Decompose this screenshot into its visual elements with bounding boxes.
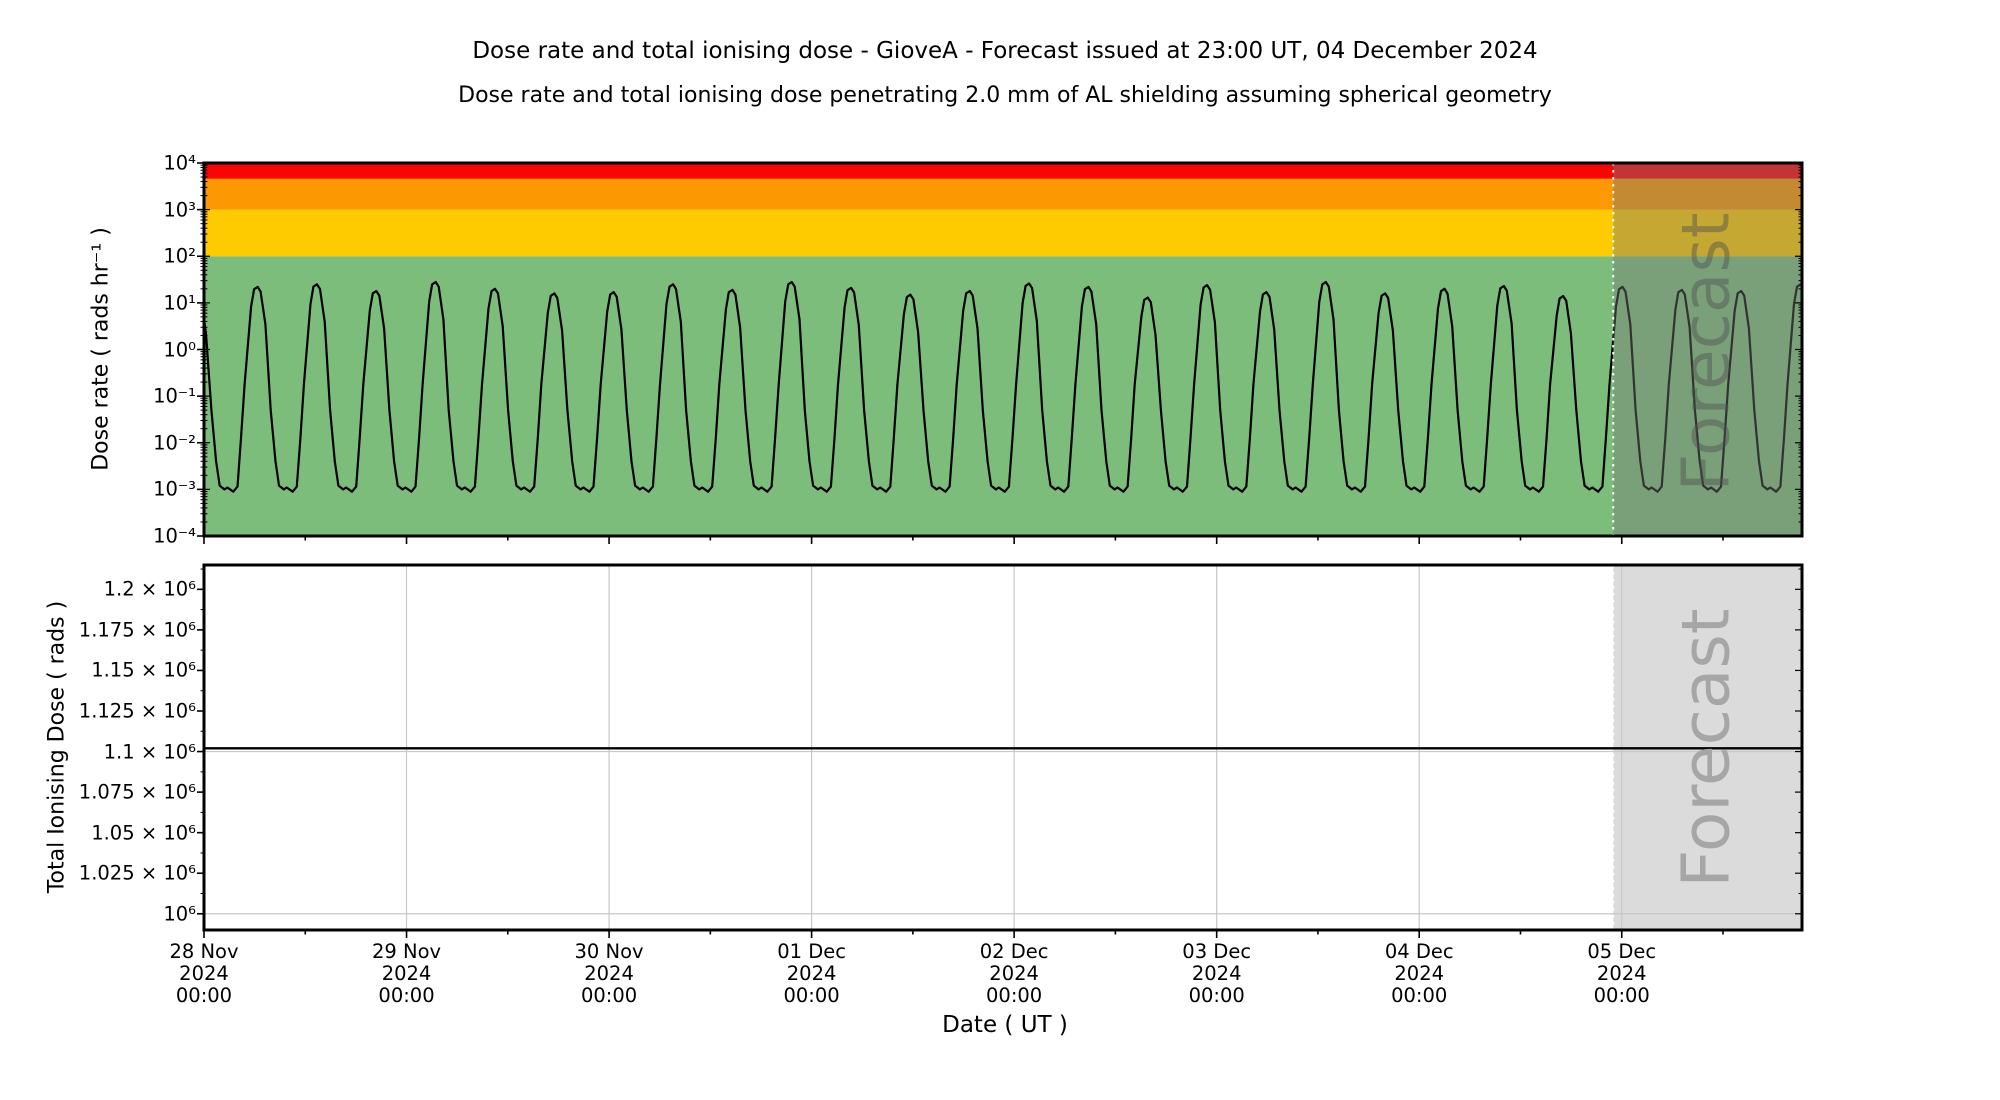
x-tick-label: 02 Dec 2024 00:00 bbox=[979, 940, 1049, 1007]
figure-subtitle: Dose rate and total ionising dose penetr… bbox=[458, 83, 1552, 108]
dose-rate-ytick-label: 10² bbox=[163, 244, 196, 268]
tid-ytick-label: 1.125 × 10⁶ bbox=[78, 699, 196, 723]
tid-ytick-label: 1.15 × 10⁶ bbox=[91, 658, 196, 682]
dose-rate-ytick-label: 10⁻³ bbox=[153, 477, 196, 501]
dose-rate-ytick-label: 10⁻¹ bbox=[153, 384, 196, 408]
tid-ytick-label: 1.2 × 10⁶ bbox=[103, 577, 196, 601]
x-tick-label: 29 Nov 2024 00:00 bbox=[371, 940, 442, 1007]
tid-ytick-label: 1.05 × 10⁶ bbox=[91, 821, 196, 845]
plot-border bbox=[202, 161, 1804, 538]
dose-rate-ytick-label: 10¹ bbox=[163, 291, 196, 315]
x-tick-label: 05 Dec 2024 00:00 bbox=[1587, 940, 1657, 1007]
dose-rate-ytick-label: 10⁻⁴ bbox=[153, 524, 196, 548]
band-elevated bbox=[204, 209, 1802, 257]
band-nominal bbox=[204, 256, 1802, 536]
tid-ytick-label: 1.075 × 10⁶ bbox=[78, 780, 196, 804]
tid-ytick-label: 1.175 × 10⁶ bbox=[78, 618, 196, 642]
x-axis-label: Date ( UT ) bbox=[942, 1012, 1068, 1038]
x-tick-label: 01 Dec 2024 00:00 bbox=[777, 940, 846, 1007]
x-tick-label: 28 Nov 2024 00:00 bbox=[169, 940, 239, 1007]
x-tick-label: 04 Dec 2024 00:00 bbox=[1384, 940, 1454, 1007]
x-tick-label: 03 Dec 2024 00:00 bbox=[1182, 940, 1252, 1007]
dose-rate-plot bbox=[197, 161, 1804, 544]
forecast-overlay bbox=[1613, 163, 1802, 536]
tid-ytick-label: 1.025 × 10⁶ bbox=[78, 861, 196, 885]
tid-ytick-label: 1.1 × 10⁶ bbox=[103, 740, 196, 764]
dose-rate-y-axis-label: Dose rate ( rads hr⁻¹ ) bbox=[88, 227, 114, 471]
band-severe bbox=[204, 163, 1802, 179]
dose-rate-series-line bbox=[204, 280, 1802, 493]
tid-ytick-label: 10⁶ bbox=[163, 902, 196, 926]
dose-rate-ytick-label: 10³ bbox=[163, 198, 196, 222]
plot-border bbox=[202, 563, 1804, 932]
x-tick-label: 30 Nov 2024 00:00 bbox=[574, 940, 644, 1007]
total-ionising-dose-plot bbox=[197, 563, 1804, 938]
dose-rate-ytick-label: 10⁴ bbox=[163, 151, 196, 175]
band-high bbox=[204, 178, 1802, 210]
dose-rate-ytick-label: 10⁰ bbox=[163, 338, 196, 361]
page-title: Dose rate and total ionising dose - Giov… bbox=[472, 38, 1538, 64]
dose-rate-ytick-label: 10⁻² bbox=[153, 431, 196, 455]
